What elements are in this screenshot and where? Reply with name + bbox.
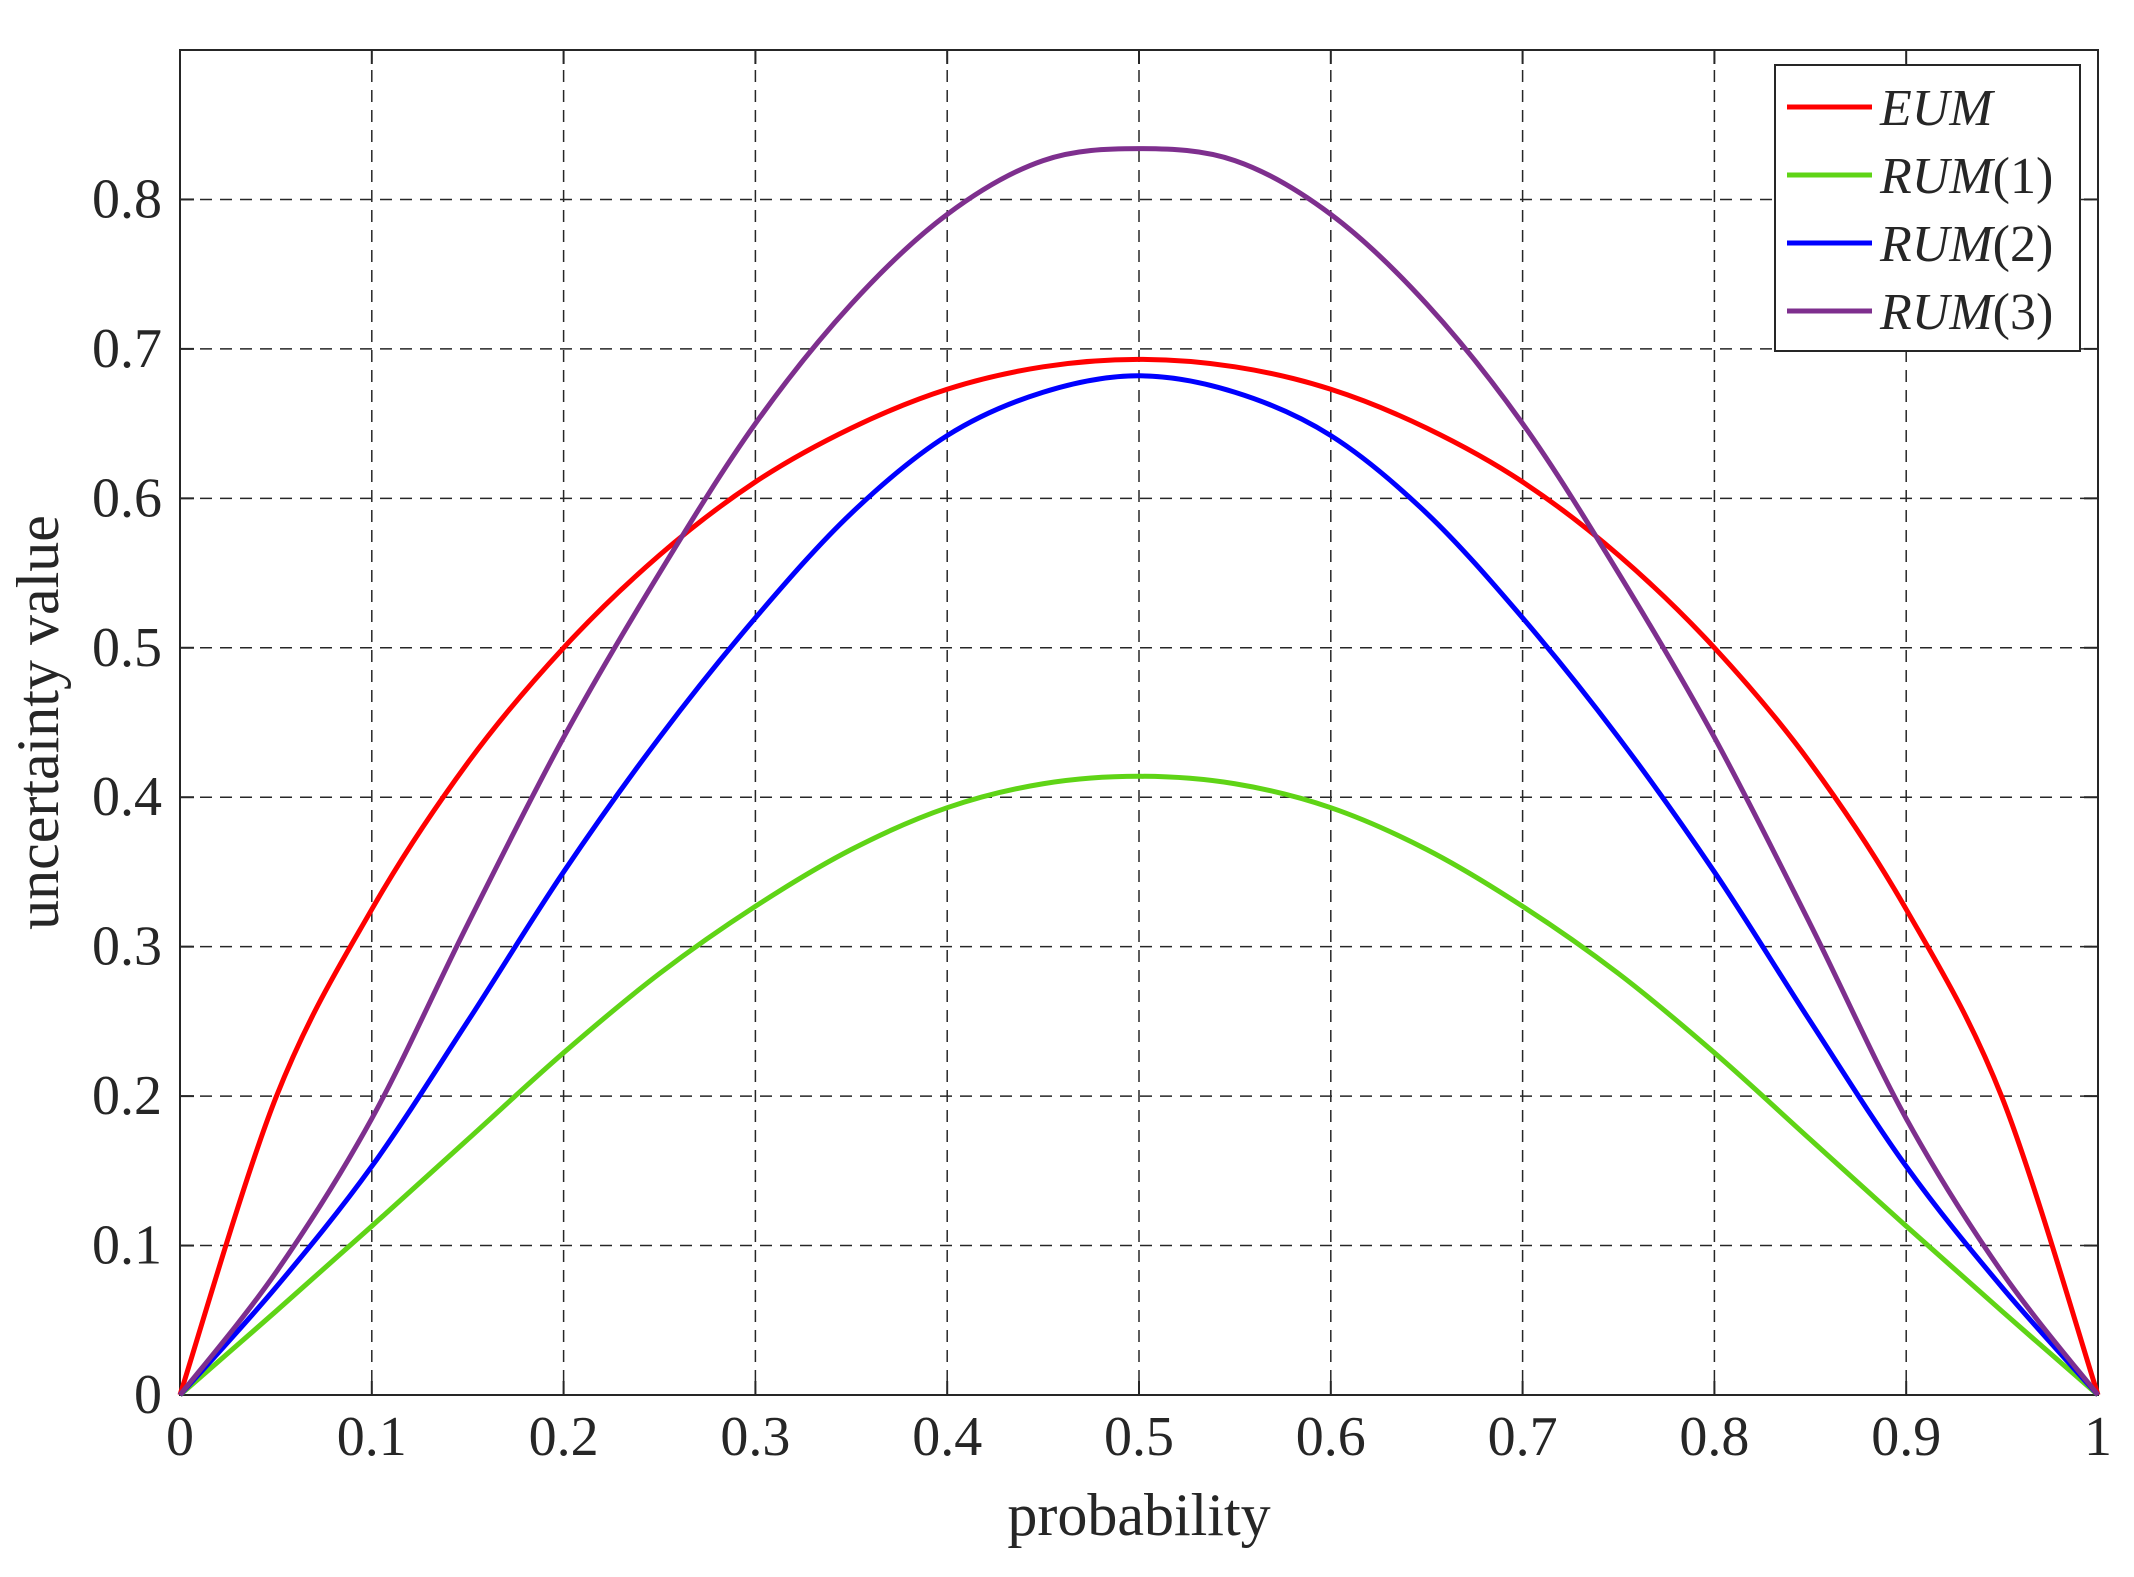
x-tick-label: 0.8 (1679, 1406, 1749, 1468)
axis-ticks: 0 0.1 0.2 0.3 0.4 0.5 0.6 0.7 0.8 0.9 1 0 0.1 0.2 0.3 0… (92, 50, 2112, 1468)
series-line-rum2 (178, 373, 2100, 1397)
y-tick-label: 0.4 (92, 766, 162, 828)
x-tick-label: 0.6 (1296, 1406, 1366, 1468)
x-tick-label: 0.3 (720, 1406, 790, 1468)
x-tick-label: 0.2 (529, 1406, 599, 1468)
y-tick-label: 0.5 (92, 617, 162, 679)
y-axis-title: uncertainty value (5, 515, 71, 930)
y-tick-label: 0.2 (92, 1065, 162, 1127)
legend-label: RUM(3) (1879, 284, 2053, 341)
y-tick-label: 0.8 (92, 168, 162, 230)
x-tick-label: 0 (166, 1406, 194, 1468)
series-line-eum (177, 356, 2101, 1396)
y-tick-label: 0.3 (92, 916, 162, 978)
legend-label: RUM(2) (1879, 216, 2053, 273)
x-axis-title: probability (1007, 1482, 1270, 1548)
legend-label: EUM (1879, 80, 1995, 137)
series-lines (177, 146, 2101, 1397)
x-tick-label: 0.1 (337, 1406, 407, 1468)
x-tick-label: 0.9 (1871, 1406, 1941, 1468)
y-tick-label: 0.1 (92, 1215, 162, 1277)
y-tick-label: 0.7 (92, 318, 162, 380)
x-tick-label: 0.7 (1488, 1406, 1558, 1468)
legend-box (1774, 64, 2081, 352)
legend: EUM RUM(1) RUM(2) RUM(3) (1774, 64, 2081, 352)
series-line-rum1 (178, 773, 2100, 1397)
x-tick-label: 1 (2084, 1406, 2112, 1468)
series-line-rum3 (178, 146, 2100, 1397)
legend-label: RUM(1) (1879, 148, 2053, 205)
y-tick-label: 0 (134, 1364, 162, 1426)
x-tick-label: 0.5 (1104, 1406, 1174, 1468)
x-tick-label: 0.4 (912, 1406, 982, 1468)
y-tick-label: 0.6 (92, 467, 162, 529)
